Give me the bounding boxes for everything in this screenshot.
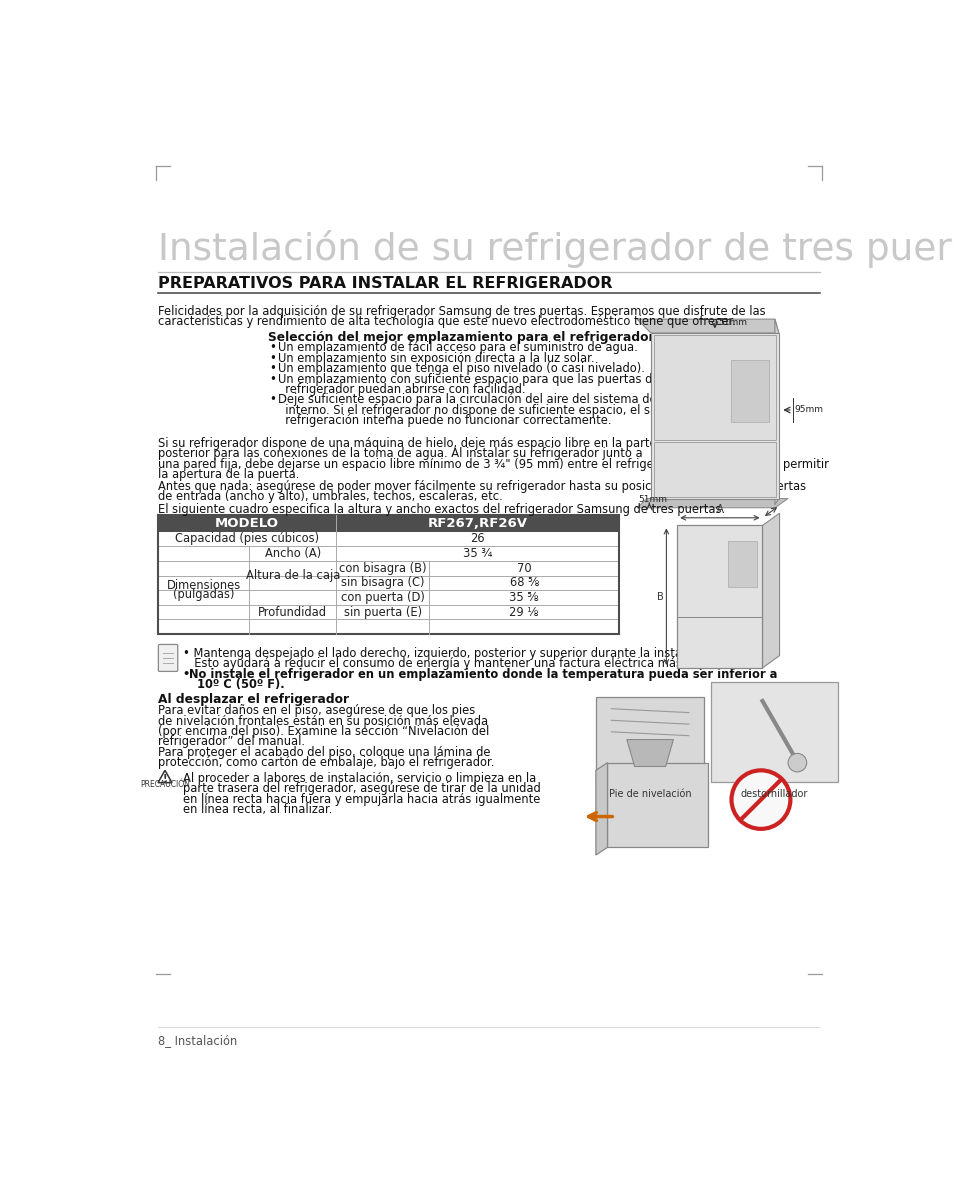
- Polygon shape: [637, 319, 778, 333]
- Text: Capacidad (pies cúbicos): Capacidad (pies cúbicos): [175, 532, 319, 545]
- Text: A: A: [716, 505, 722, 514]
- Text: 35 ⅝: 35 ⅝: [509, 591, 538, 605]
- FancyBboxPatch shape: [727, 541, 757, 587]
- Text: la apertura de la puerta.: la apertura de la puerta.: [158, 468, 299, 481]
- Text: parte trasera del refrigerador, asegúrese de tirar de la unidad: parte trasera del refrigerador, asegúres…: [183, 782, 540, 795]
- Text: •: •: [183, 668, 193, 681]
- Text: •: •: [270, 352, 276, 365]
- Text: 35 ¾: 35 ¾: [462, 547, 492, 560]
- Text: refrigeración interna puede no funcionar correctamente.: refrigeración interna puede no funcionar…: [278, 414, 611, 427]
- Text: 26: 26: [470, 532, 484, 545]
- Text: 8_ Instalación: 8_ Instalación: [158, 1034, 237, 1047]
- Text: El siguiente cuadro especifica la altura y ancho exactos del refrigerador Samsun: El siguiente cuadro especifica la altura…: [158, 503, 724, 516]
- Text: (pulgadas): (pulgadas): [172, 588, 234, 601]
- Text: 29 ⅛: 29 ⅛: [509, 606, 538, 619]
- FancyBboxPatch shape: [650, 333, 778, 499]
- Text: PRECAUCIÓN: PRECAUCIÓN: [140, 781, 190, 789]
- Text: de nivelación frontales están en su posición más elevada: de nivelación frontales están en su posi…: [158, 714, 488, 727]
- Text: Pie de nivelación: Pie de nivelación: [608, 789, 691, 800]
- Polygon shape: [158, 770, 172, 783]
- Text: Profundidad: Profundidad: [258, 606, 327, 619]
- Polygon shape: [596, 763, 607, 856]
- Text: características y rendimiento de alta tecnología que este nuevo electrodoméstico: características y rendimiento de alta te…: [158, 314, 735, 327]
- FancyBboxPatch shape: [158, 515, 335, 532]
- Text: 10º C (50º F).: 10º C (50º F).: [189, 678, 284, 691]
- Text: Un emplazamiento sin exposición directa a la luz solar.: Un emplazamiento sin exposición directa …: [278, 352, 594, 365]
- Text: protección, como cartón de embalaje, bajo el refrigerador.: protección, como cartón de embalaje, baj…: [158, 756, 494, 769]
- FancyBboxPatch shape: [710, 682, 838, 782]
- Text: RF267,RF26V: RF267,RF26V: [427, 516, 527, 530]
- Text: (por encima del piso). Examine la sección “Nivelación del: (por encima del piso). Examine la secció…: [158, 725, 489, 738]
- Polygon shape: [626, 739, 673, 766]
- FancyBboxPatch shape: [730, 359, 769, 421]
- Text: de entrada (ancho y alto), umbrales, techos, escaleras, etc.: de entrada (ancho y alto), umbrales, tec…: [158, 490, 502, 503]
- Text: Un emplazamiento con suficiente espacio para que las puertas del: Un emplazamiento con suficiente espacio …: [278, 372, 662, 386]
- Text: •: •: [270, 362, 276, 375]
- Text: •: •: [270, 394, 276, 407]
- Text: • Mantenga despejado el lado derecho, izquierdo, posterior y superior durante la: • Mantenga despejado el lado derecho, iz…: [183, 647, 719, 660]
- Polygon shape: [761, 513, 779, 668]
- Circle shape: [731, 770, 790, 829]
- Text: sin bisagra (C): sin bisagra (C): [340, 576, 424, 589]
- Text: Instalación de su refrigerador de tres puertas: Instalación de su refrigerador de tres p…: [158, 230, 953, 268]
- Text: •: •: [270, 342, 276, 355]
- Text: 95mm: 95mm: [794, 406, 822, 414]
- Text: con puerta (D): con puerta (D): [340, 591, 424, 605]
- FancyBboxPatch shape: [654, 443, 775, 496]
- Text: B: B: [656, 591, 663, 602]
- Text: una pared fija, debe dejarse un espacio libre mínimo de 3 ¾" (95 mm) entre el re: una pared fija, debe dejarse un espacio …: [158, 458, 828, 471]
- Text: No instale el refrigerador en un emplazamiento donde la temperatura pueda ser in: No instale el refrigerador en un emplaza…: [189, 668, 777, 681]
- Text: Para proteger el acabado del piso, coloque una lámina de: Para proteger el acabado del piso, coloq…: [158, 746, 490, 759]
- Text: Altura de la caja: Altura de la caja: [246, 569, 339, 582]
- Text: refrigerador puedan abrirse con facilidad.: refrigerador puedan abrirse con facilida…: [278, 383, 525, 396]
- Text: Un emplazamiento que tenga el piso nivelado (o casi nivelado).: Un emplazamiento que tenga el piso nivel…: [278, 362, 644, 375]
- FancyBboxPatch shape: [335, 515, 618, 532]
- Text: Felicidades por la adquisición de su refrigerador Samsung de tres puertas. Esper: Felicidades por la adquisición de su ref…: [158, 305, 765, 318]
- Text: MODELO: MODELO: [214, 516, 279, 530]
- FancyBboxPatch shape: [158, 645, 177, 671]
- FancyBboxPatch shape: [654, 336, 775, 439]
- Text: Ancho (A): Ancho (A): [264, 547, 320, 560]
- Text: posterior para las conexiones de la toma de agua. Al instalar su refrigerador ju: posterior para las conexiones de la toma…: [158, 447, 642, 461]
- Text: Un emplazamiento de fácil acceso para el suministro de agua.: Un emplazamiento de fácil acceso para el…: [278, 342, 638, 355]
- Text: con bisagra (B): con bisagra (B): [338, 562, 426, 575]
- Text: Deje suficiente espacio para la circulación del aire del sistema de enfriamiento: Deje suficiente espacio para la circulac…: [278, 394, 734, 407]
- Polygon shape: [637, 499, 787, 508]
- Text: interno. Si el refrigerador no dispone de suficiente espacio, el sistema de: interno. Si el refrigerador no dispone d…: [278, 403, 706, 416]
- Text: sin puerta (E): sin puerta (E): [343, 606, 421, 619]
- Polygon shape: [607, 763, 707, 847]
- Text: en línea recta hacia fuera y empujarla hacia atrás igualmente: en línea recta hacia fuera y empujarla h…: [183, 793, 539, 806]
- Text: Al proceder a labores de instalación, servicio o limpieza en la: Al proceder a labores de instalación, se…: [183, 772, 536, 785]
- Text: Para evitar daños en el piso, asegúrese de que los pies: Para evitar daños en el piso, asegúrese …: [158, 704, 475, 718]
- Text: Dimensiones: Dimensiones: [167, 580, 240, 593]
- Text: Al desplazar el refrigerador: Al desplazar el refrigerador: [158, 694, 349, 707]
- Text: 68 ⅝: 68 ⅝: [509, 576, 538, 589]
- Text: refrigerador” del manual.: refrigerador” del manual.: [158, 735, 305, 749]
- Circle shape: [787, 753, 806, 772]
- Text: 51mm: 51mm: [718, 318, 746, 327]
- Text: destornillador: destornillador: [740, 789, 807, 800]
- Text: •: •: [270, 372, 276, 386]
- Text: 51mm: 51mm: [638, 495, 667, 505]
- FancyBboxPatch shape: [596, 697, 703, 782]
- Text: 70: 70: [517, 562, 531, 575]
- Text: Antes que nada: asegúrese de poder mover fácilmente su refrigerador hasta su pos: Antes que nada: asegúrese de poder mover…: [158, 480, 805, 493]
- Text: !: !: [163, 774, 167, 784]
- Text: Selección del mejor emplazamiento para el refrigerador: Selección del mejor emplazamiento para e…: [268, 331, 654, 344]
- Polygon shape: [774, 319, 778, 505]
- Text: Esto ayudará a reducir el consumo de energía y mantener una factura eléctrica má: Esto ayudará a reducir el consumo de ene…: [187, 657, 714, 670]
- FancyBboxPatch shape: [677, 526, 761, 668]
- Text: Si su refrigerador dispone de una máquina de hielo, deje más espacio libre en la: Si su refrigerador dispone de una máquin…: [158, 437, 656, 450]
- Text: en línea recta, al finalizar.: en línea recta, al finalizar.: [183, 803, 332, 816]
- Text: PREPARATIVOS PARA INSTALAR EL REFRIGERADOR: PREPARATIVOS PARA INSTALAR EL REFRIGERAD…: [158, 276, 612, 290]
